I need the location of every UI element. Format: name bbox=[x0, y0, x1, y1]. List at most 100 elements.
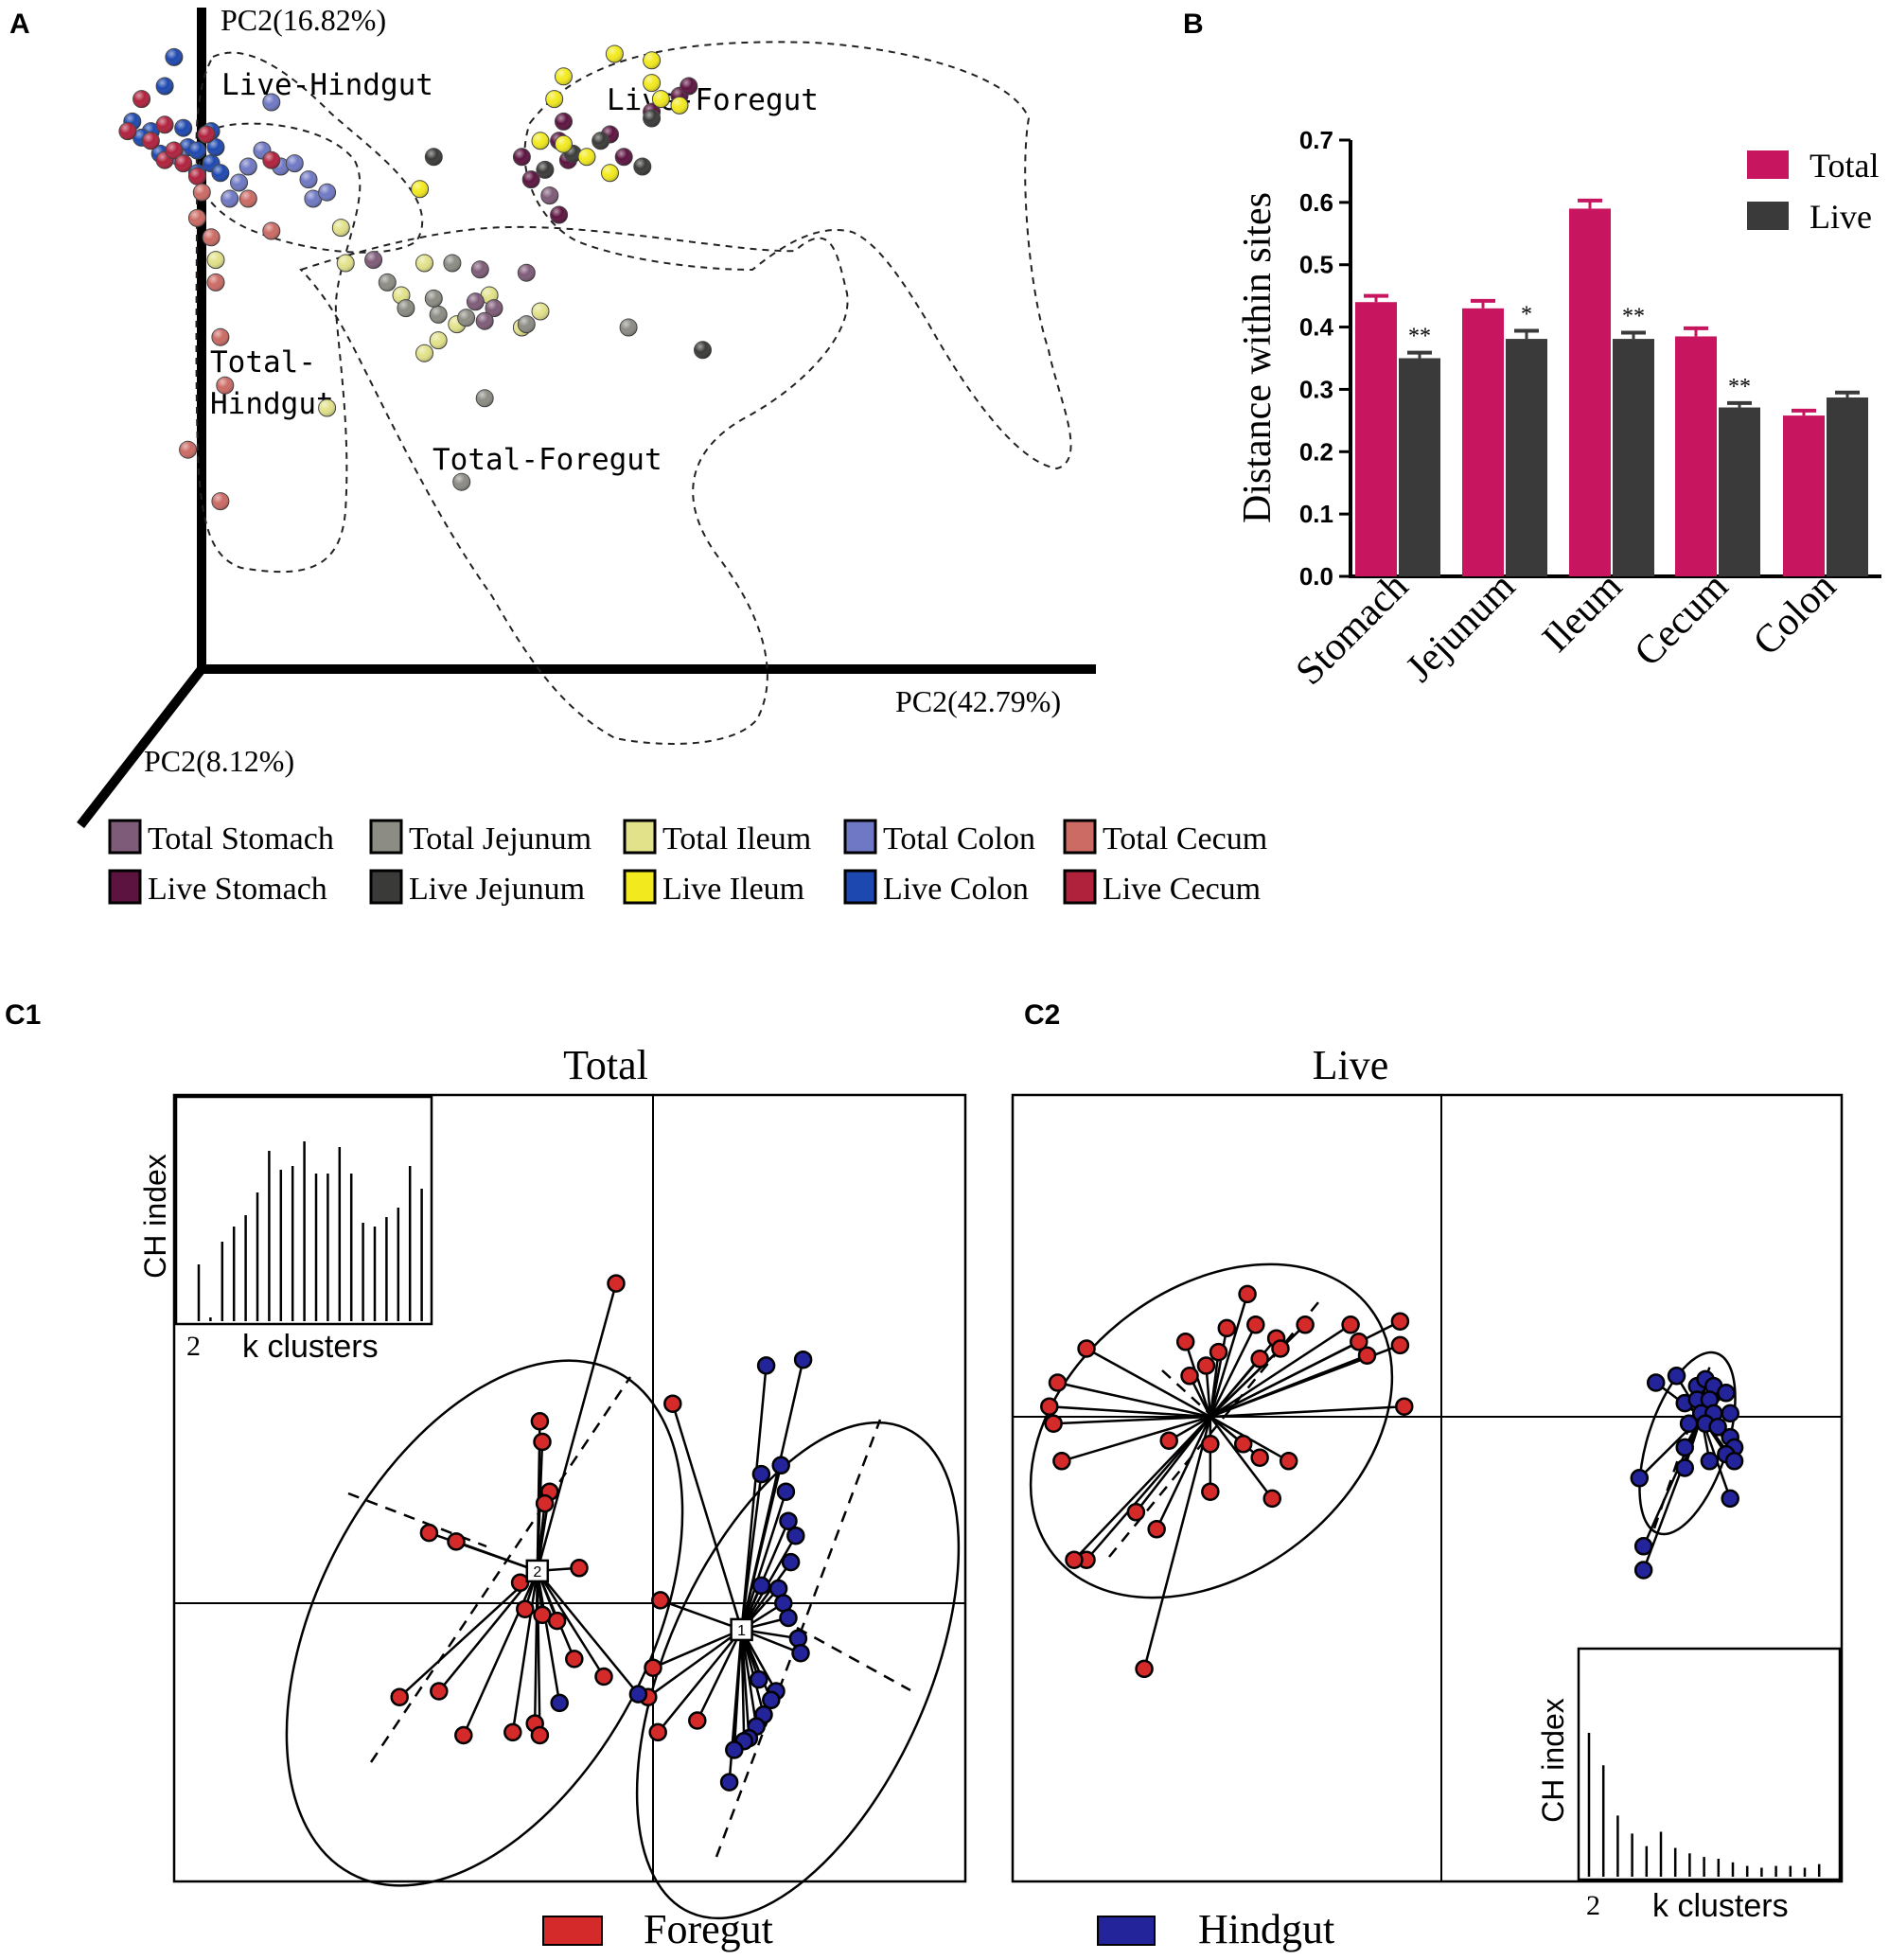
c2-point-foregut bbox=[1180, 1367, 1199, 1386]
c1-spider-line bbox=[740, 1629, 746, 1741]
pca-point-shade bbox=[471, 260, 489, 278]
legend-swatch-total-stomach bbox=[108, 819, 142, 855]
bar-ytick-label: 0.3 bbox=[1299, 375, 1333, 403]
pca-point-shade bbox=[318, 399, 336, 416]
c2-point-foregut bbox=[1147, 1520, 1166, 1539]
bar-category-label: Jejunum bbox=[1398, 564, 1524, 690]
pca-point-shade bbox=[652, 90, 670, 108]
c1-spider-line bbox=[647, 1628, 743, 1699]
c2-point-hindgut bbox=[1708, 1418, 1727, 1437]
c2-point-foregut bbox=[1201, 1482, 1220, 1501]
pca-point-shade bbox=[425, 148, 443, 166]
c1-point-foregut bbox=[594, 1667, 613, 1686]
bar-legend: Total Live bbox=[1747, 147, 1879, 236]
c1-point-foregut bbox=[530, 1412, 550, 1431]
bottom-legend: Foregut Hindgut bbox=[542, 1906, 1334, 1952]
legend-label-total-colon: Total Colon bbox=[883, 821, 1035, 856]
c2-point-hindgut bbox=[1721, 1404, 1739, 1423]
pca-points bbox=[118, 44, 712, 511]
c2-inset-first-tick: 2 bbox=[1586, 1890, 1600, 1921]
c1-spider-line bbox=[740, 1629, 758, 1727]
bar-ytick-label: 0.6 bbox=[1299, 188, 1333, 217]
c1-spider-line bbox=[740, 1365, 768, 1631]
pca-point-shade bbox=[578, 148, 595, 166]
label-total-hindgut: Total- bbox=[210, 345, 316, 380]
c2-title: Live bbox=[1313, 1042, 1389, 1088]
pca-point-shade bbox=[430, 306, 448, 324]
c1-point-foregut bbox=[644, 1658, 662, 1677]
c2-point-foregut bbox=[1065, 1550, 1084, 1569]
legend-label-total-ileum: Total Ileum bbox=[662, 821, 811, 856]
panel-label-a: A bbox=[9, 9, 30, 40]
c1-spider-line bbox=[652, 1628, 743, 1669]
legend-label-live-cecum: Live Cecum bbox=[1103, 872, 1261, 907]
c1-point-hindgut bbox=[779, 1511, 798, 1530]
c2-spider-line bbox=[1209, 1324, 1257, 1418]
c1-points bbox=[390, 1274, 813, 1792]
c2-point-hindgut bbox=[1675, 1438, 1694, 1457]
c1-point-foregut bbox=[503, 1722, 522, 1742]
c2-ellipse-foregut-axis bbox=[1108, 1296, 1324, 1558]
pca-point-shade bbox=[198, 126, 216, 143]
legend-hindgut-swatch bbox=[1097, 1916, 1156, 1946]
pca-point-shade bbox=[643, 110, 661, 127]
pca-point-shade bbox=[165, 48, 183, 66]
panel-label-c2: C2 bbox=[1024, 999, 1060, 1031]
legend-label-live-ileum: Live Ileum bbox=[662, 872, 804, 907]
pca-point-shade bbox=[467, 292, 485, 310]
c2-point-foregut bbox=[1238, 1284, 1257, 1304]
c2-point-hindgut bbox=[1679, 1414, 1699, 1433]
pca-point-shade bbox=[262, 222, 280, 239]
pca-point-shade bbox=[430, 331, 448, 349]
c1-spider-line bbox=[536, 1570, 541, 1736]
bar-total-cecum bbox=[1675, 336, 1717, 576]
pca-point-shade bbox=[550, 206, 568, 223]
pca-point-shade bbox=[601, 164, 619, 182]
c1-spider-line bbox=[671, 1403, 743, 1631]
pca-point-shade bbox=[379, 274, 397, 291]
legend-swatch-total-jejunum bbox=[369, 819, 403, 855]
c1-spider-line bbox=[511, 1570, 539, 1733]
legend-label-total-jejunum: Total Jejunum bbox=[409, 821, 591, 856]
pca-point-shade bbox=[545, 90, 563, 108]
pca-point-shade bbox=[532, 303, 549, 320]
pca-point-shade bbox=[118, 122, 136, 140]
c2-point-hindgut bbox=[1633, 1561, 1653, 1580]
bar-live-jejunum bbox=[1506, 339, 1547, 576]
legend-label-total-stomach: Total Stomach bbox=[148, 821, 334, 856]
pca-point-shade bbox=[606, 45, 624, 62]
pca-point-shade bbox=[188, 142, 206, 159]
pca-point-shade bbox=[643, 51, 661, 69]
bar-significance: * bbox=[1521, 303, 1532, 327]
live-hindgut-outline bbox=[195, 51, 424, 254]
bar-ytick-label: 0.7 bbox=[1299, 126, 1333, 154]
total-foregut-outline bbox=[299, 225, 849, 745]
bar-bars: *** **** bbox=[1355, 198, 1868, 576]
pca-group-outlines bbox=[195, 41, 1072, 745]
bar-category-label: Colon bbox=[1745, 565, 1845, 664]
c1-point-foregut bbox=[516, 1599, 535, 1618]
pca-point-shade bbox=[193, 184, 211, 202]
c1-inset-xlabel: k clusters bbox=[242, 1329, 379, 1365]
c2-inset-xlabel: k clusters bbox=[1652, 1888, 1789, 1924]
pca-point-shade bbox=[411, 180, 429, 198]
c1-spider-line bbox=[398, 1569, 538, 1699]
c1-ellipse-2-major-axis bbox=[369, 1376, 632, 1763]
c2-point-hindgut bbox=[1630, 1469, 1650, 1488]
c2-point-hindgut bbox=[1667, 1367, 1686, 1386]
bar-ytick-label: 0.4 bbox=[1299, 313, 1334, 342]
c1-point-hindgut bbox=[719, 1773, 739, 1792]
c1-point-foregut bbox=[688, 1711, 707, 1730]
c2-spider-line bbox=[1209, 1323, 1351, 1419]
c1-point-foregut bbox=[419, 1523, 439, 1543]
panel-a-pca: PC2(16.82%) PC2(42.79%) PC2(8.12%) Live-… bbox=[77, 3, 1267, 907]
pca-point-shade bbox=[230, 174, 248, 191]
legend-total-swatch bbox=[1747, 150, 1789, 179]
c2-point-hindgut bbox=[1646, 1373, 1666, 1392]
c1-ellipse-2 bbox=[285, 1359, 684, 1887]
c2-ellipse-foregut bbox=[1029, 1263, 1394, 1599]
c2-spider-line bbox=[1209, 1416, 1261, 1459]
pca-point-shade bbox=[591, 132, 609, 150]
c1-spider-line bbox=[455, 1540, 538, 1573]
c1-point-hindgut bbox=[756, 1356, 776, 1375]
